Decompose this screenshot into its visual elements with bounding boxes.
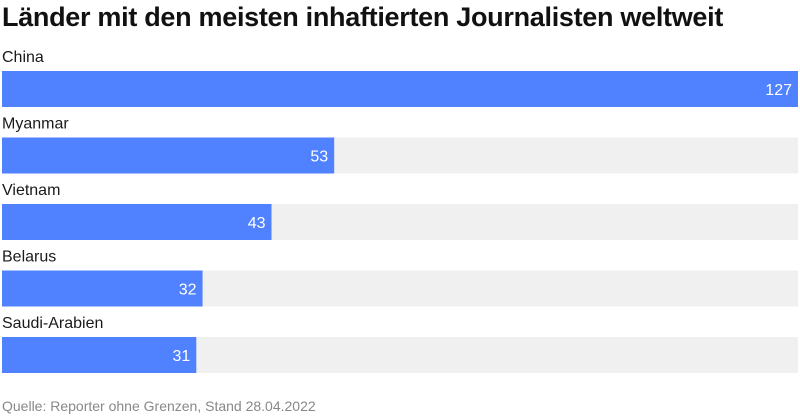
source-note: Quelle: Reporter ohne Grenzen, Stand 28.… [2, 398, 316, 414]
category-label-china: China [2, 49, 44, 66]
category-label-vietnam: Vietnam [2, 182, 60, 199]
category-label-myanmar: Myanmar [2, 116, 69, 133]
value-label-saudi-arabien: 31 [173, 348, 191, 365]
category-label-saudi-arabien: Saudi-Arabien [2, 315, 103, 332]
value-label-myanmar: 53 [310, 149, 328, 166]
bar-china [2, 71, 798, 107]
bar-belarus [2, 270, 203, 307]
category-label-belarus: Belarus [2, 249, 56, 266]
bar-myanmar [2, 137, 335, 174]
value-label-belarus: 32 [179, 282, 197, 299]
bar-saudi-arabien [2, 337, 197, 373]
value-label-china: 127 [765, 82, 792, 99]
chart-title: Länder mit den meisten inhaftierten Jour… [2, 2, 724, 32]
bar-vietnam [2, 204, 272, 240]
value-label-vietnam: 43 [248, 215, 266, 232]
